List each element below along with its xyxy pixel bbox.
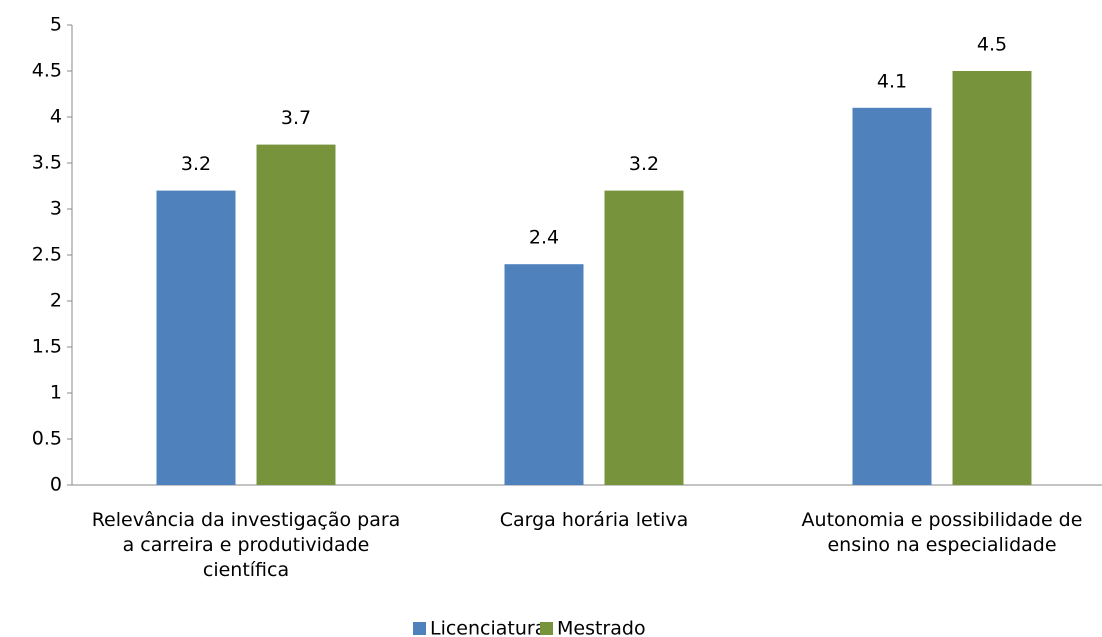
y-tick-label: 0 [50, 474, 62, 496]
y-tick-label: 4.5 [32, 60, 62, 82]
value-label: 4.5 [977, 34, 1007, 56]
y-tick-label: 2.5 [32, 244, 62, 266]
bar [256, 144, 336, 485]
bar [504, 264, 584, 485]
bar [156, 190, 236, 485]
y-tick-label: 1 [50, 382, 62, 404]
bar [852, 107, 932, 486]
bar [952, 71, 1032, 485]
y-tick-label: 4 [50, 106, 62, 128]
y-tick-label: 2 [50, 290, 62, 312]
legend-swatch [413, 622, 426, 635]
value-label: 2.4 [529, 227, 559, 249]
x-tick-label: Carga horária letiva [499, 509, 689, 531]
value-label: 3.2 [629, 153, 659, 175]
y-tick-label: 1.5 [32, 336, 62, 358]
value-label: 3.7 [281, 107, 311, 129]
legend-swatch [540, 622, 553, 635]
x-tick-label: Relevância da investigação para a carrei… [91, 509, 401, 581]
legend-label: Mestrado [557, 618, 646, 637]
legend-label: Licenciatura [430, 618, 546, 637]
y-tick-label: 3.5 [32, 152, 62, 174]
y-tick-label: 0.5 [32, 428, 62, 450]
value-label: 3.2 [181, 153, 211, 175]
y-tick-label: 5 [50, 14, 62, 36]
bar [604, 190, 684, 485]
value-label: 4.1 [877, 70, 907, 92]
x-tick-label: Autonomia e possibilidade de ensino na e… [801, 509, 1083, 556]
y-tick-label: 3 [50, 198, 62, 220]
